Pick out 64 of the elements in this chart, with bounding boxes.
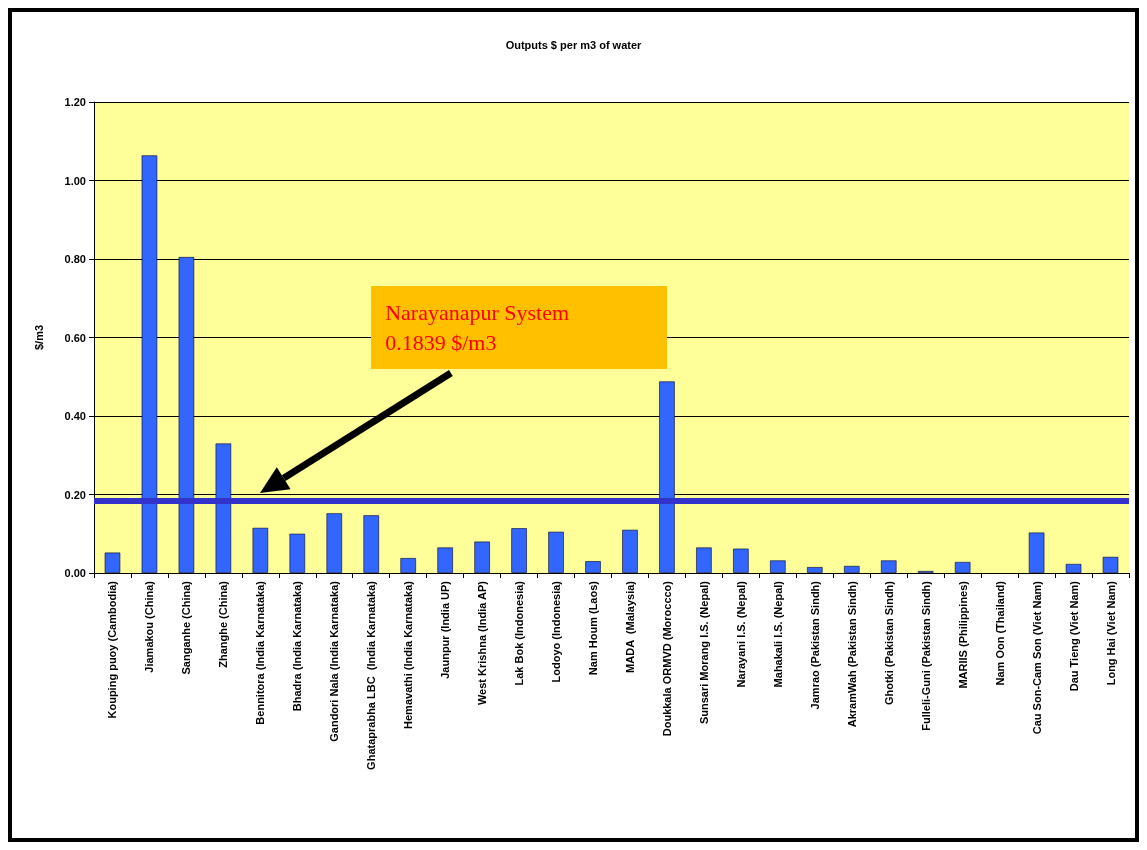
y-tick-label: 0.40 (64, 410, 86, 422)
x-tick-label: Cau Son-Cam Son (Viet Nam) (1030, 580, 1043, 735)
y-tick-label: 0.00 (64, 567, 86, 579)
bar (326, 513, 343, 573)
bar (622, 529, 638, 573)
bar (104, 552, 121, 573)
bar (141, 155, 158, 573)
x-tick-label: Kouping puoy (Cambodia) (106, 580, 119, 719)
x-tick-label: Hemavathi (India Karnataka) (402, 580, 415, 729)
x-tick-label: Sanganhe (China) (180, 580, 193, 675)
bar (289, 533, 306, 573)
x-tick-label: Lodoyo (Indonesia) (550, 580, 563, 683)
x-tick-label: Doukkala ORMVD (Moroccco) (660, 580, 673, 737)
bar (1065, 563, 1082, 573)
x-tick-label: Jaunpur (India UP) (439, 580, 452, 679)
x-tick-label: AkramWah (Pakistan Sindh) (845, 580, 858, 728)
x-tick-label: Zhanghe (China) (217, 580, 230, 668)
x-tick-label: Dau Tieng (Viet Nam) (1067, 580, 1080, 692)
bar (585, 561, 601, 573)
bar (696, 547, 712, 573)
x-tick-label: Bennitora (India Karnataka) (254, 580, 267, 725)
bar (1028, 532, 1045, 573)
bar (770, 560, 786, 573)
bar (880, 560, 897, 573)
x-tick-label: Sunsari Morang I.S. (Nepal) (697, 580, 710, 725)
x-tick-label: Nam Houm (Laos) (587, 580, 600, 676)
x-tick-label: Fulleli-Guni (Pakistan Sindh) (919, 580, 932, 731)
y-tick-label: 1.00 (64, 174, 86, 187)
bar (511, 528, 527, 573)
bar (363, 515, 379, 573)
bar (548, 531, 564, 573)
y-axis-title: $/m3 (32, 324, 45, 351)
x-tick-label: Ghotki (Pakistan Sindh) (882, 580, 895, 706)
x-tick-label: Narayani I.S. (Nepal) (734, 580, 747, 688)
bar (733, 548, 749, 573)
bar (954, 562, 971, 573)
x-tick-label: Mahakali I.S. (Nepal) (771, 580, 784, 688)
x-tick-label: MADA (Malaysia) (623, 580, 636, 673)
bar (178, 257, 195, 573)
y-tick-label: 1.20 (64, 96, 86, 108)
x-tick-label: Bhadra (India Karnataka) (291, 580, 304, 712)
x-tick-label: Jamrao (Pakistan Sindh) (808, 580, 821, 710)
bar (252, 527, 269, 573)
y-tick-label: 0.80 (64, 253, 86, 265)
y-tick-label: 0.60 (64, 331, 86, 344)
x-tick-label: Lak Bok (Indonesia) (513, 580, 526, 686)
x-tick-label: West Krishna (India AP) (476, 580, 489, 706)
bar (474, 541, 490, 573)
x-tick-label: MARIIS (Philippines) (956, 580, 969, 689)
x-tick-label: Ghataprabha LBC (India Karnataka) (365, 580, 378, 770)
bar (844, 565, 860, 573)
y-tick-label: 0.20 (64, 488, 86, 501)
x-tick-label: Long Hai (Viet Nam) (1104, 580, 1117, 686)
bar (1102, 556, 1119, 573)
bar (400, 558, 416, 573)
x-tick-label: Nam Oon (Thailand) (993, 580, 1006, 686)
x-tick-label: Gandori Nala (India Karnataka) (328, 580, 341, 742)
x-tick-label: Jiamakou (China) (143, 580, 156, 673)
bar (215, 443, 232, 573)
chart-title: Outputs $ per m3 of water (505, 38, 643, 51)
bar (437, 547, 453, 573)
bar (659, 381, 675, 573)
note-box: Narayanapur System 0.1839 $/m3 (371, 286, 667, 369)
bar (807, 567, 823, 573)
